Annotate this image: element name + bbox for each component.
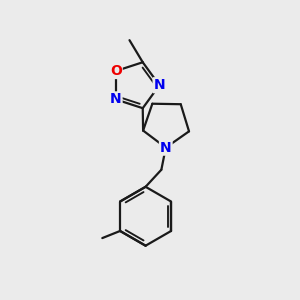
- Text: O: O: [110, 64, 122, 78]
- Text: N: N: [110, 92, 122, 106]
- Text: N: N: [160, 141, 172, 154]
- Text: N: N: [154, 78, 165, 92]
